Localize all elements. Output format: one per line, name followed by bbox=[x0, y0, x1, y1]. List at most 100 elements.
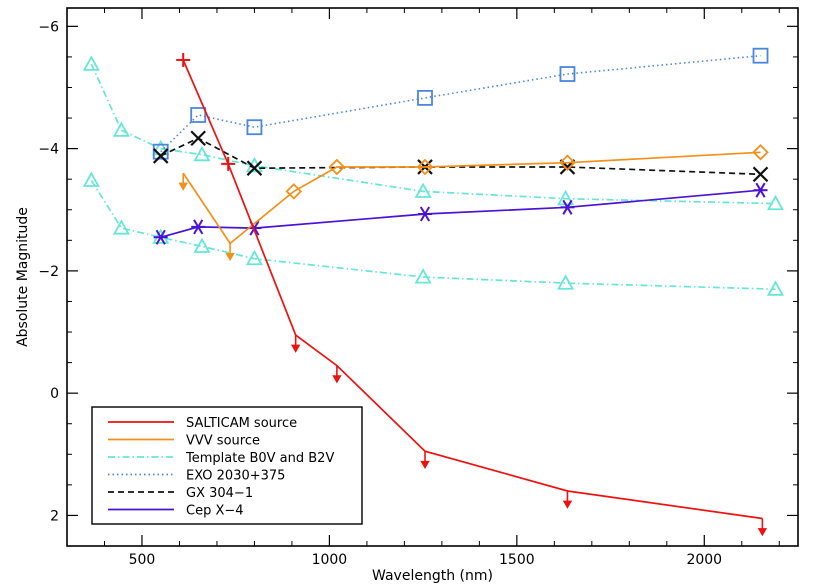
template-b0v-point bbox=[82, 55, 100, 71]
exo-point-shape bbox=[417, 89, 433, 106]
template-b0v-point-shape bbox=[414, 182, 432, 198]
salticam-upper-limit-arrow bbox=[562, 490, 573, 509]
vvv-upper-limit-arrow bbox=[178, 173, 188, 191]
salticam-upper-limit-arrow bbox=[757, 518, 768, 537]
template-b2v-point bbox=[193, 237, 211, 253]
vvv-upper-limit-arrow-head bbox=[225, 252, 235, 262]
legend-label: SALTICAM source bbox=[186, 416, 297, 431]
gx304-point-stroke-b bbox=[246, 160, 263, 176]
series-cepx4-line bbox=[160, 189, 761, 239]
template-b2v-point bbox=[557, 274, 575, 290]
legend-label: GX 304−1 bbox=[186, 486, 253, 501]
x-tick-label: 1500 bbox=[499, 552, 535, 568]
template-b2v-point bbox=[245, 249, 263, 266]
vvv-point bbox=[416, 158, 434, 176]
template-b0v-point bbox=[766, 194, 785, 211]
exo-point bbox=[246, 119, 263, 136]
template-b0v-point-shape bbox=[82, 55, 100, 71]
template-b2v-point-shape bbox=[245, 249, 263, 266]
salticam-upper-limit-arrow bbox=[332, 365, 342, 384]
vvv-point-shape bbox=[328, 158, 346, 176]
cepx4-point bbox=[153, 229, 168, 245]
vvv-point bbox=[559, 154, 576, 171]
template-b2v-point bbox=[112, 219, 130, 235]
plot-frame bbox=[66, 7, 799, 547]
template-b2v-point-shape bbox=[193, 237, 211, 253]
salticam-upper-limit-arrow-head bbox=[332, 375, 342, 384]
exo-point bbox=[752, 47, 769, 64]
template-b2v-point-shape bbox=[557, 274, 575, 290]
vvv-upper-limit-arrow-head bbox=[178, 182, 188, 191]
y-tick-label: −6 bbox=[38, 19, 59, 35]
y-axis-label: Absolute Magnitude bbox=[15, 207, 31, 347]
vvv-upper-limit-arrow bbox=[225, 243, 235, 262]
gx304-point bbox=[190, 130, 206, 146]
exo-point-shape bbox=[152, 143, 169, 160]
exo-point-shape bbox=[559, 66, 576, 82]
exo-point-shape bbox=[752, 47, 769, 64]
vvv-point bbox=[752, 144, 769, 161]
cepx4-point-stroke-c bbox=[562, 199, 573, 215]
exo-point-shape bbox=[246, 119, 263, 136]
series-exo-line bbox=[160, 54, 761, 153]
gx304-point-stroke-b bbox=[152, 148, 169, 164]
cepx4-point bbox=[418, 206, 433, 222]
template-b2v-point-shape bbox=[82, 171, 100, 187]
legend-label: VVV source bbox=[186, 434, 260, 449]
y-tick-label: −2 bbox=[38, 264, 59, 280]
ticks-layer: 500 1000 1500 2000 −6 −4 −2 0 2 bbox=[38, 8, 798, 568]
legend-label: EXO 2030+375 bbox=[186, 469, 285, 484]
salticam-upper-limit-arrow bbox=[420, 451, 430, 470]
template-b2v-point bbox=[82, 171, 100, 187]
cepx4-point-stroke-c bbox=[419, 206, 431, 222]
x-tick-label: 500 bbox=[129, 552, 156, 568]
template-b0v-point-shape bbox=[766, 194, 785, 211]
gx304-point-stroke-b bbox=[752, 166, 769, 183]
template-b0v-point bbox=[112, 121, 130, 137]
x-tick-label: 2000 bbox=[686, 552, 722, 568]
template-b0v-point bbox=[414, 182, 432, 198]
template-b0v-point-shape bbox=[193, 145, 211, 162]
vvv-point-shape bbox=[285, 183, 303, 200]
exo-point bbox=[190, 107, 207, 123]
legend: SALTICAM source VVV source Template B0V an… bbox=[91, 406, 363, 525]
salticam-upper-limit-arrow bbox=[290, 335, 301, 353]
salticam-upper-limit-arrow-head bbox=[562, 500, 573, 509]
data-layer bbox=[82, 47, 785, 537]
cepx4-point bbox=[560, 199, 575, 215]
template-b2v-point-shape bbox=[414, 268, 432, 284]
salticam-point bbox=[221, 156, 236, 171]
vvv-point-shape bbox=[752, 144, 769, 161]
template-b0v-point-shape bbox=[112, 121, 130, 137]
vvv-point-shape bbox=[559, 154, 576, 171]
salticam-upper-limit-arrow-head bbox=[290, 344, 301, 353]
salticam-upper-limit-arrow-head bbox=[757, 528, 768, 537]
exo-point bbox=[559, 66, 576, 82]
cepx4-point-stroke-c bbox=[155, 229, 166, 245]
salticam-upper-limit-arrow-head bbox=[420, 460, 430, 470]
y-tick-label: −4 bbox=[38, 142, 59, 158]
cepx4-point-stroke-c bbox=[193, 219, 204, 235]
legend-label: Template B0V and B2V bbox=[185, 451, 334, 466]
gx304-point bbox=[752, 166, 769, 183]
y-tick-label: 2 bbox=[50, 508, 59, 524]
x-tick-label: 1000 bbox=[312, 552, 348, 568]
template-b2v-point bbox=[414, 268, 432, 284]
legend-box bbox=[91, 406, 363, 525]
x-axis-label: Wavelength (nm) bbox=[372, 568, 493, 584]
template-b2v-point-shape bbox=[112, 219, 130, 235]
cepx4-point bbox=[753, 182, 768, 198]
vvv-point-shape bbox=[416, 158, 434, 176]
legend-label: Cep X−4 bbox=[186, 504, 244, 519]
exo-point bbox=[417, 89, 433, 106]
template-b0v-point bbox=[193, 145, 211, 162]
salticam-point bbox=[176, 52, 191, 67]
exo-point bbox=[152, 143, 169, 160]
template-b2v-point bbox=[766, 280, 785, 296]
cepx4-point bbox=[191, 219, 206, 235]
vvv-point bbox=[328, 158, 346, 176]
gx304-point bbox=[246, 160, 263, 176]
series-template-b2v-line bbox=[90, 179, 776, 291]
cepx4-point-stroke-c bbox=[249, 220, 260, 236]
